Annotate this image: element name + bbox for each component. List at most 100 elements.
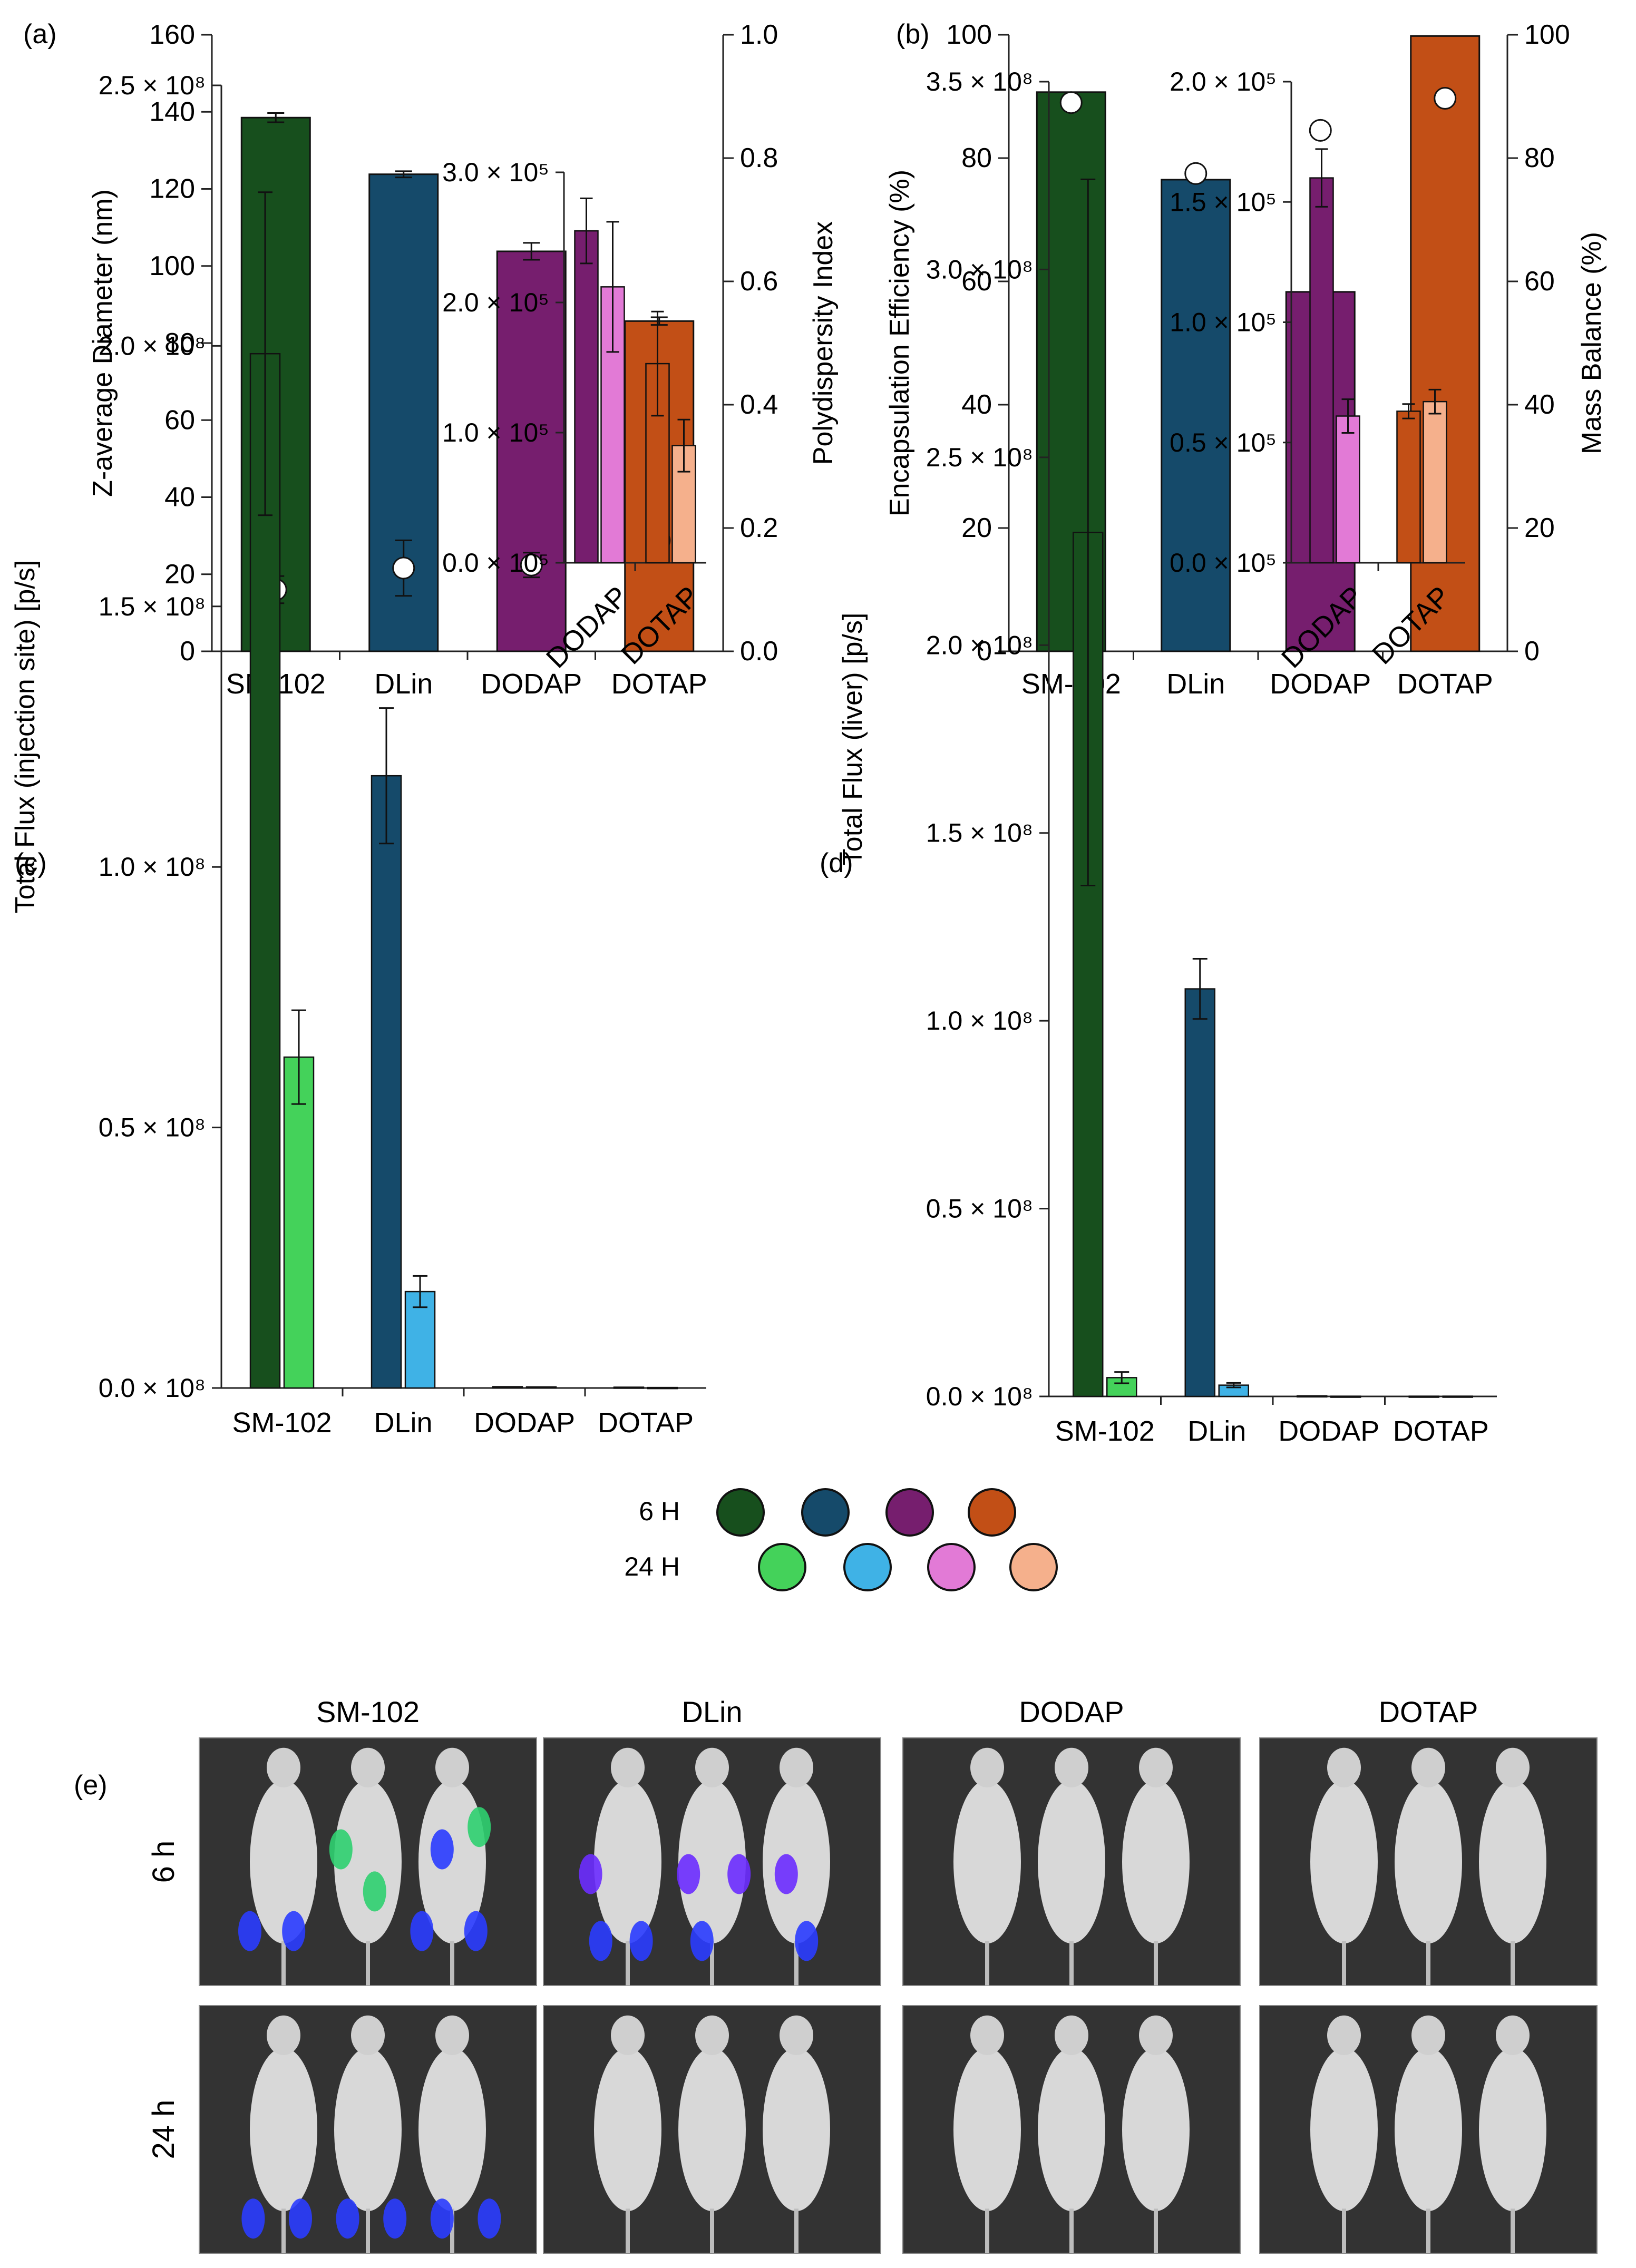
x-tick-label: DLin: [1166, 668, 1225, 700]
legend-swatch-sm-102-6h: [716, 1488, 765, 1537]
panel-b-chart: 0 20 40 60 80 100 0 20 40 60 80 100 SM-102 DLin DODAP D…: [884, 19, 1607, 700]
image-dodap-24h: [902, 2005, 1241, 2254]
mouse-head: [1055, 2015, 1088, 2055]
mouse-body: [334, 2047, 402, 2212]
luminescence-signal: [629, 1921, 653, 1961]
legend-swatch-dlin-6h: [801, 1488, 850, 1537]
x-tick-label: DOTAP: [611, 668, 707, 700]
inset-bar-dodap-6h: [574, 230, 599, 564]
bar-dodap-6h: [492, 1386, 523, 1389]
inset-bar-dotap-6h: [1396, 410, 1421, 564]
panel-label: (d): [820, 848, 853, 878]
mouse-head: [351, 1747, 385, 1787]
panel-label: (b): [896, 19, 930, 50]
x-tick-label: DODAP: [1270, 668, 1371, 700]
y-tick-label: 3.5 × 10⁸: [926, 67, 1033, 96]
y-tick-label: 80: [961, 143, 992, 173]
mouse-head: [1327, 2015, 1361, 2055]
y2-tick-label: 0.6: [740, 266, 778, 297]
luminescence-signal: [289, 2198, 312, 2239]
inset-y-tick-label: 2.0 × 10⁵: [442, 288, 549, 317]
luminescence-signal: [282, 1911, 306, 1951]
luminescence-signal: [430, 1829, 454, 1870]
y-tick-label: 1.5 × 10⁸: [99, 592, 206, 621]
bar-dodap-24h: [1330, 1395, 1361, 1398]
mouse-head: [780, 2015, 813, 2055]
y-axis-title: Z-average Diameter (nm): [87, 189, 118, 497]
mouse-body: [678, 1780, 746, 1944]
y2-tick-label: 0: [1524, 636, 1540, 667]
panel-label: (a): [23, 19, 57, 50]
column-header: DODAP: [1019, 1695, 1124, 1728]
inset-bar-dodap-24h: [1336, 415, 1360, 564]
mouse-body: [763, 2047, 830, 2212]
mouse-body: [1122, 2047, 1190, 2212]
mouse-body: [334, 1780, 402, 1944]
mouse-body: [418, 2047, 486, 2212]
luminescence-signal: [410, 1911, 434, 1951]
y-tick-label: 2.5 × 10⁸: [99, 71, 206, 100]
x-tick-label: DLin: [1187, 1415, 1246, 1447]
mouse-body: [953, 2047, 1021, 2212]
y-tick-label: 80: [164, 328, 195, 358]
mouse-head: [611, 2015, 645, 2055]
y-axis-title: Total Flux (liver) [p/s]: [838, 613, 868, 866]
mouse-head: [1327, 1747, 1361, 1787]
legend-swatch-dotap-6h: [968, 1488, 1016, 1537]
column-header: SM-102: [316, 1695, 420, 1728]
inset-y-tick-label: 2.0 × 10⁵: [1170, 67, 1277, 96]
mouse-head: [1496, 1747, 1530, 1787]
y-tick-label: 40: [961, 389, 992, 420]
legend-label-6h: 6 H: [639, 1497, 680, 1526]
luminescence-signal: [464, 1911, 488, 1951]
mouse-body: [1310, 2047, 1378, 2212]
inset-y-tick-label: 3.0 × 10⁵: [442, 158, 549, 187]
y-tick-label: 40: [164, 482, 195, 513]
color-legend: 6 H 24 H: [624, 1488, 1058, 1591]
inset-bar-dodap-6h: [1309, 177, 1334, 564]
mouse-body: [1310, 1780, 1378, 1944]
x-tick-label: DODAP: [474, 1407, 575, 1439]
x-tick-label: DLin: [374, 1407, 432, 1439]
luminescence-signal: [677, 1854, 700, 1894]
mouse-head: [970, 2015, 1004, 2055]
mouse-head: [611, 1747, 645, 1787]
bar-dodap-6h: [1297, 1395, 1328, 1398]
inset-y-tick-label: 0.5 × 10⁵: [1170, 428, 1277, 457]
y-tick-label: 2.5 × 10⁸: [926, 443, 1033, 472]
bar-dodap: [496, 250, 567, 652]
y-tick-label: 60: [961, 266, 992, 297]
x-tick-label: DLin: [374, 668, 433, 700]
mouse-head: [351, 2015, 385, 2055]
mouse-head: [780, 1747, 813, 1787]
marker-dlin: [392, 556, 415, 580]
luminescence-signal: [363, 1871, 386, 1912]
y2-tick-label: 60: [1524, 266, 1555, 297]
legend-label-24h: 24 H: [624, 1552, 680, 1581]
mouse-body: [594, 1780, 661, 1944]
mouse-body: [953, 1780, 1021, 1944]
y2-tick-label: 0.4: [740, 389, 778, 420]
bar-dlin-6h: [1184, 988, 1215, 1397]
y-tick-label: 2.0 × 10⁸: [926, 630, 1033, 660]
y2-tick-label: 0.2: [740, 513, 778, 543]
bar-dotap-24h: [647, 1386, 678, 1390]
column-header: DLin: [681, 1695, 742, 1728]
mouse-body: [1122, 1780, 1190, 1944]
mouse-body: [1038, 1780, 1105, 1944]
panel-e-imaging: (e) SM-102 DLin DODAP DOTAP 6 h 24 h: [74, 1695, 1598, 2254]
luminescence-signal: [329, 1829, 353, 1870]
mouse-head: [267, 2015, 300, 2055]
x-tick-label: SM-102: [1021, 668, 1121, 700]
image-dotap-6h: [1259, 1737, 1598, 1986]
inset-bar-dotap-24h: [1423, 400, 1447, 564]
bar-dodap-24h: [525, 1386, 557, 1389]
mouse-head: [1411, 2015, 1445, 2055]
mouse-body: [250, 1780, 317, 1944]
mouse-head: [1139, 2015, 1173, 2055]
y2-axis-title: Mass Balance (%): [1576, 232, 1607, 454]
inset-y-tick-label: 0.0 × 10⁵: [442, 548, 549, 578]
y-tick-label: 0.5 × 10⁸: [99, 1113, 206, 1142]
luminescence-signal: [241, 2198, 265, 2239]
mouse-head: [1496, 2015, 1530, 2055]
